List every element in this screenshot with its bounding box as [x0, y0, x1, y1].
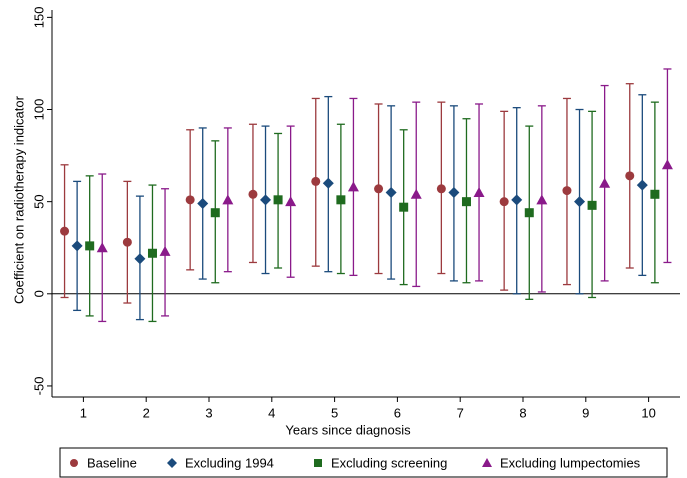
x-tick-label: 7: [457, 405, 464, 420]
point: [60, 226, 70, 236]
point: [524, 208, 534, 218]
point: [661, 159, 673, 170]
point: [96, 242, 108, 253]
point: [285, 196, 297, 207]
point: [322, 177, 334, 189]
point: [587, 200, 597, 210]
y-axis-label: Coefficient on radiotherapy indicator: [11, 95, 26, 304]
point: [399, 202, 409, 212]
point: [347, 181, 359, 192]
point: [461, 197, 471, 207]
point: [562, 186, 572, 196]
point: [222, 194, 234, 205]
legend-box: [59, 447, 668, 478]
x-tick-label: 9: [582, 405, 589, 420]
point: [374, 184, 384, 194]
point: [473, 186, 485, 197]
point: [436, 184, 446, 194]
legend-label: Excluding screening: [331, 455, 447, 470]
point: [273, 195, 283, 205]
x-tick-label: 3: [205, 405, 212, 420]
legend-label: Excluding lumpectomies: [500, 455, 641, 470]
point: [147, 248, 157, 258]
point: [122, 237, 132, 247]
point: [210, 208, 220, 218]
y-tick-label: 0: [31, 290, 46, 297]
point: [599, 177, 611, 188]
point: [448, 186, 460, 198]
x-tick-label: 2: [143, 405, 150, 420]
point: [574, 196, 586, 208]
y-tick-label: 150: [31, 7, 46, 29]
legend-label: Baseline: [87, 455, 137, 470]
point: [499, 197, 509, 207]
x-tick-label: 5: [331, 405, 338, 420]
point: [410, 188, 422, 199]
point: [311, 176, 321, 186]
point: [159, 245, 171, 256]
legend-marker: [482, 458, 492, 467]
point: [197, 198, 209, 209]
y-tick-label: 100: [31, 99, 46, 121]
point: [71, 240, 83, 252]
legend-label: Excluding 1994: [185, 455, 274, 470]
y-tick-label: -50: [31, 377, 46, 396]
x-tick-label: 6: [394, 405, 401, 420]
legend-marker: [70, 459, 78, 467]
point: [625, 171, 635, 181]
point: [248, 189, 258, 199]
point: [185, 195, 195, 205]
point: [134, 253, 146, 265]
point: [511, 194, 523, 206]
x-tick-label: 8: [519, 405, 526, 420]
x-tick-label: 10: [641, 405, 655, 420]
point: [636, 179, 648, 191]
point: [260, 194, 272, 206]
point: [85, 241, 95, 251]
point: [650, 189, 660, 199]
legend-marker: [167, 458, 177, 468]
x-tick-label: 4: [268, 405, 275, 420]
x-axis-label: Years since diagnosis: [285, 422, 411, 437]
point: [385, 186, 397, 198]
point: [336, 195, 346, 205]
point: [536, 194, 548, 205]
legend-marker: [314, 459, 322, 467]
y-tick-label: 50: [31, 194, 46, 208]
x-tick-label: 1: [80, 405, 87, 420]
